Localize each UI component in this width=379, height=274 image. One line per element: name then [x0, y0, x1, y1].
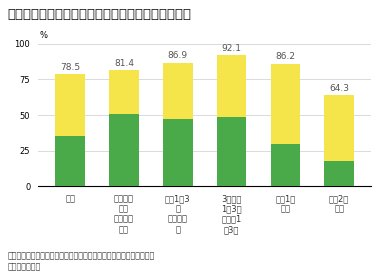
Bar	[55, 75, 85, 136]
Bar	[324, 161, 354, 186]
Bar	[217, 55, 246, 116]
Bar	[271, 144, 300, 186]
Bar	[109, 114, 139, 186]
Bar	[109, 70, 139, 114]
Text: 86.9: 86.9	[168, 51, 188, 60]
Bar	[163, 119, 193, 186]
Bar	[55, 136, 85, 186]
Text: 図表４　運動実施頻度別運動不足を感じている割合: 図表４ 運動実施頻度別運動不足を感じている割合	[8, 8, 191, 21]
Text: 78.5: 78.5	[60, 63, 80, 72]
Bar	[324, 95, 354, 161]
Text: 81.4: 81.4	[114, 59, 134, 68]
Bar	[163, 62, 193, 119]
Text: %: %	[39, 31, 47, 39]
Text: 92.1: 92.1	[222, 44, 241, 53]
Text: 64.3: 64.3	[329, 84, 349, 93]
Bar	[217, 116, 246, 186]
Text: 86.2: 86.2	[276, 52, 295, 61]
Bar	[271, 64, 300, 144]
Text: （資料）スポーツ庁「令和４年度スポーツの実施状況等に関する世論
調査」より作成: （資料）スポーツ庁「令和４年度スポーツの実施状況等に関する世論 調査」より作成	[8, 251, 155, 271]
